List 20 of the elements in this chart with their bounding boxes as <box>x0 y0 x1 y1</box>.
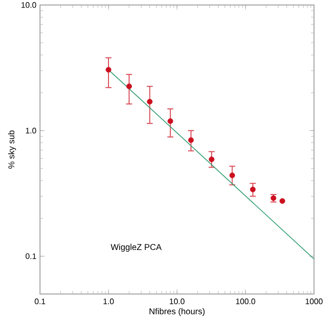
y-tick-label: 0.1 <box>26 253 36 260</box>
point <box>270 195 276 201</box>
point <box>106 66 112 73</box>
x-tick-label: 10.0 <box>170 298 184 304</box>
annotation: WiggleZ PCA <box>110 244 162 252</box>
x-tick-label: 100.0 <box>236 298 256 304</box>
point <box>168 118 174 124</box>
y-axis-title: % sky sub <box>8 130 16 169</box>
point <box>250 186 256 192</box>
point <box>146 98 153 104</box>
y-tick-label: 1.0 <box>26 128 36 134</box>
point <box>229 172 236 178</box>
point <box>188 137 194 143</box>
y-tick-label: 10.0 <box>22 2 36 8</box>
x-axis-title: Nfibres (hours) <box>150 308 205 316</box>
point <box>126 84 132 90</box>
x-tick-label: 1.0 <box>104 298 114 304</box>
point <box>208 156 214 162</box>
x-tick-label: 0.1 <box>34 298 46 304</box>
x-tick-label: 1000 <box>306 298 323 304</box>
